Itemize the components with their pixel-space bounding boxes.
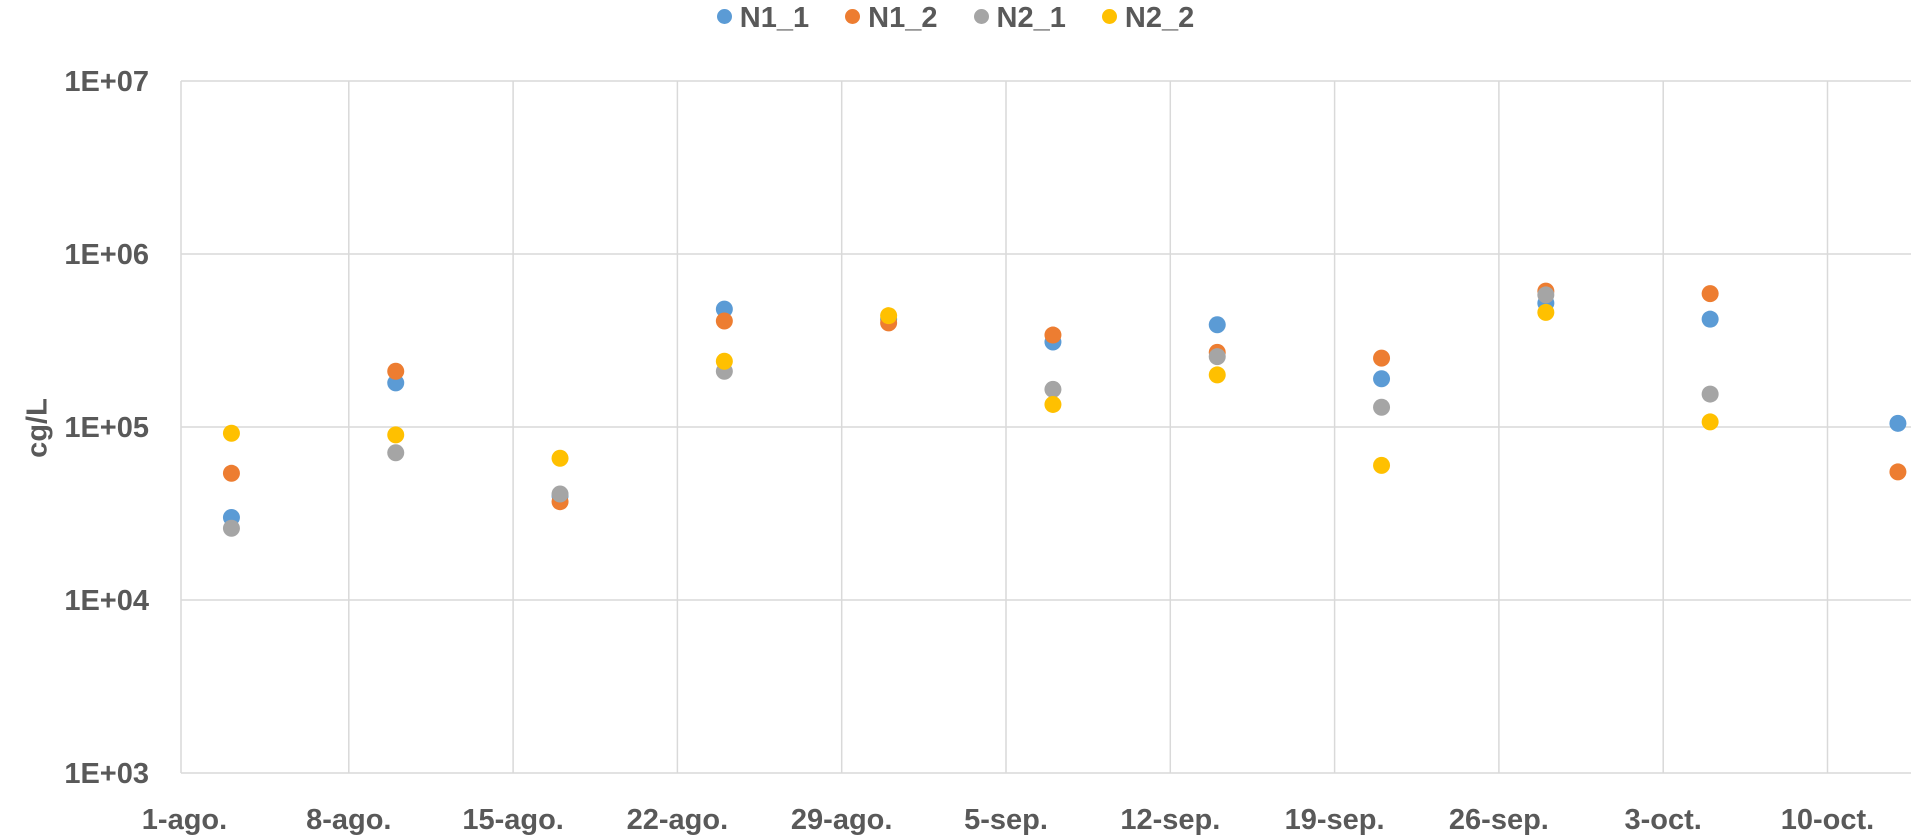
data-point-n2-2[interactable] — [1044, 395, 1062, 413]
data-point-n2-2[interactable] — [222, 424, 240, 442]
x-tick-label: 26-sep. — [1449, 804, 1549, 836]
data-point-n2-2[interactable] — [387, 426, 405, 444]
data-point-n2-2[interactable] — [551, 449, 569, 467]
y-tick-label: 1E+05 — [64, 412, 149, 444]
data-point-n1-1[interactable] — [1208, 316, 1226, 334]
legend-marker-n1-1 — [716, 8, 732, 24]
data-point-n2-1[interactable] — [1208, 348, 1226, 366]
x-tick-label: 15-ago. — [462, 804, 564, 836]
x-tick-label: 1-ago. — [142, 804, 227, 836]
data-point-n2-1[interactable] — [551, 485, 569, 503]
legend-marker-n1-2 — [845, 8, 861, 24]
x-tick-label: 8-ago. — [306, 804, 391, 836]
data-point-n2-1[interactable] — [387, 444, 405, 462]
data-point-n1-2[interactable] — [1373, 349, 1391, 367]
x-tick-label: 5-sep. — [964, 804, 1048, 836]
data-point-n2-2[interactable] — [880, 307, 898, 325]
data-point-n2-1[interactable] — [1044, 380, 1062, 398]
x-tick-label: 3-oct. — [1625, 804, 1702, 836]
data-point-n1-1[interactable] — [1701, 310, 1719, 328]
data-point-n1-2[interactable] — [1701, 285, 1719, 303]
data-point-n1-2[interactable] — [715, 312, 733, 330]
data-point-n1-2[interactable] — [222, 464, 240, 482]
data-point-n2-1[interactable] — [1537, 286, 1555, 304]
data-point-n1-1[interactable] — [1373, 370, 1391, 388]
legend: N1_1 N1_2 N2_1 N2_2 — [0, 2, 1911, 35]
legend-label-n1-2: N1_2 — [868, 2, 938, 34]
y-tick-label: 1E+07 — [64, 66, 149, 98]
data-point-n2-2[interactable] — [715, 352, 733, 370]
data-point-n2-2[interactable] — [1208, 366, 1226, 384]
legend-item-n1-2[interactable]: N1_2 — [845, 2, 937, 35]
data-point-n2-2[interactable] — [1701, 413, 1719, 431]
x-tick-label: 22-ago. — [627, 804, 729, 836]
data-point-n1-2[interactable] — [1889, 463, 1907, 481]
legend-marker-n2-1 — [973, 8, 989, 24]
gridlines — [180, 80, 1911, 774]
data-point-n1-1[interactable] — [1889, 414, 1907, 432]
data-point-n2-1[interactable] — [1701, 385, 1719, 403]
data-point-n1-2[interactable] — [387, 362, 405, 380]
y-tick-label: 1E+06 — [64, 239, 149, 271]
x-tick-label: 10-oct. — [1781, 804, 1874, 836]
y-tick-label: 1E+03 — [64, 758, 149, 790]
legend-marker-n2-2 — [1101, 8, 1117, 24]
x-tick-labels: 1-ago. 8-ago. 15-ago. 22-ago. 29-ago. 5-sep. 1… — [142, 804, 1874, 836]
data-point-n1-1[interactable] — [715, 300, 733, 318]
y-tick-label: 1E+04 — [64, 585, 149, 617]
data-point-n2-2[interactable] — [1537, 303, 1555, 321]
legend-item-n2-2[interactable]: N2_2 — [1101, 2, 1195, 35]
data-point-n2-1[interactable] — [1373, 398, 1391, 416]
legend-item-n1-1[interactable]: N1_1 — [716, 2, 810, 35]
x-tick-label: 19-sep. — [1285, 804, 1385, 836]
legend-label-n2-1: N2_1 — [996, 2, 1066, 34]
x-tick-label: 29-ago. — [791, 804, 893, 836]
x-tick-label: 12-sep. — [1120, 804, 1220, 836]
data-point-n2-1[interactable] — [222, 519, 240, 537]
data-points — [222, 282, 1907, 537]
legend-item-n2-1[interactable]: N2_1 — [973, 2, 1066, 35]
y-tick-labels: 1E+03 1E+04 1E+05 1E+06 1E+07 — [64, 66, 149, 790]
data-point-n1-2[interactable] — [1044, 326, 1062, 344]
data-point-n2-2[interactable] — [1373, 456, 1391, 474]
legend-label-n1-1: N1_1 — [739, 2, 810, 34]
legend-label-n2-2: N2_2 — [1124, 2, 1195, 34]
